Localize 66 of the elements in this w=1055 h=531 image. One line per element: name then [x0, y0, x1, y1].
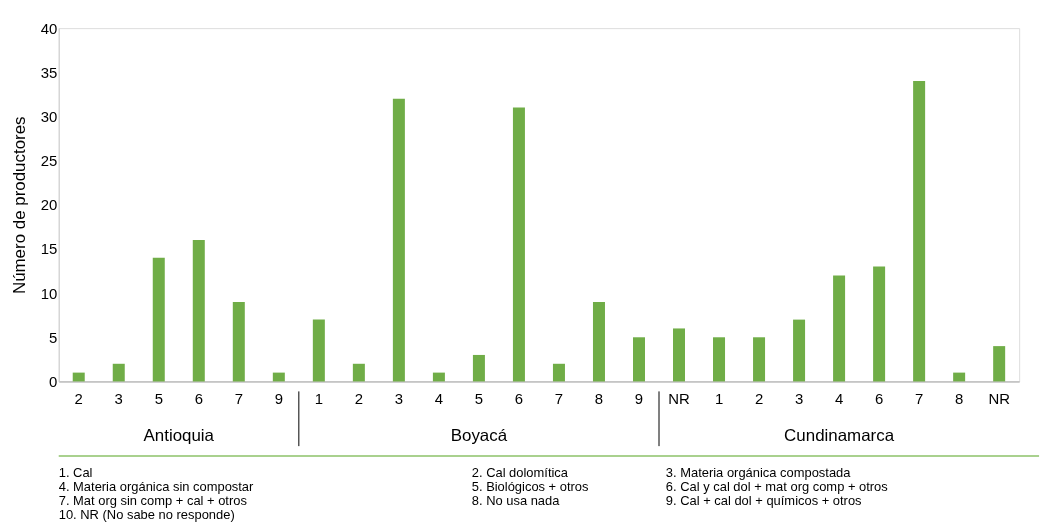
y-tick-label: 0 — [48, 372, 58, 390]
text: 2. Cal dolomítica — [471, 464, 569, 480]
bar — [432, 372, 445, 382]
y-tick-label: 10 — [40, 284, 58, 302]
y-tick-label: 30 — [40, 107, 58, 125]
x-tick-label: 2 — [754, 389, 764, 407]
bar — [753, 337, 766, 382]
bar — [232, 301, 245, 382]
bar — [793, 319, 806, 382]
bar — [392, 98, 405, 382]
bar — [913, 81, 926, 382]
x-tick-label: 6 — [874, 389, 884, 407]
x-tick-label: 9 — [274, 389, 283, 407]
x-tick-label: 4 — [834, 389, 844, 407]
x-tick-label: 1 — [314, 389, 323, 407]
bar — [592, 301, 605, 382]
bar — [833, 275, 846, 382]
bar — [112, 363, 125, 382]
text: 3. Materia orgánica compostada — [665, 464, 852, 480]
text: Cundinamarca — [784, 426, 895, 446]
text: 4. Materia orgánica sin compostar — [58, 478, 255, 494]
x-tick-label: 6 — [194, 389, 203, 407]
bar — [673, 328, 686, 382]
bar — [552, 363, 565, 382]
bar — [352, 363, 365, 382]
x-tick-label: 8 — [594, 389, 604, 407]
y-tick-label: 35 — [40, 63, 58, 81]
bar — [72, 372, 85, 382]
bar — [512, 107, 525, 382]
x-tick-label: 8 — [954, 389, 964, 407]
text: 5. Biológicos + otros — [471, 478, 589, 494]
x-tick-label: 3 — [114, 389, 123, 407]
bar — [272, 372, 285, 382]
x-tick-label: 3 — [794, 389, 804, 407]
x-tick-label: NR — [988, 389, 1011, 407]
x-tick-label: 3 — [394, 389, 404, 407]
bar — [713, 337, 726, 382]
x-tick-label: 5 — [154, 389, 163, 407]
x-tick-label: 7 — [914, 389, 924, 407]
bar — [472, 354, 485, 382]
x-tick-label: NR — [668, 389, 691, 407]
bar — [873, 266, 886, 382]
text: 1. Cal — [58, 464, 93, 480]
bar — [632, 337, 645, 382]
x-tick-label: 9 — [634, 389, 644, 407]
x-tick-label: 5 — [474, 389, 484, 407]
bar — [953, 372, 966, 382]
bar — [312, 319, 325, 382]
y-tick-label: 25 — [40, 152, 58, 170]
x-tick-label: 4 — [434, 389, 444, 407]
x-tick-label: 7 — [554, 389, 564, 407]
x-tick-label: 7 — [234, 389, 243, 407]
y-tick-label: 5 — [48, 328, 58, 346]
x-tick-label: 2 — [354, 389, 364, 407]
y-tick-label: 20 — [40, 196, 58, 214]
y-tick-label: 15 — [40, 240, 58, 258]
bar — [192, 240, 205, 382]
y-tick-label: 40 — [40, 19, 58, 37]
y-axis-title: Número de productores — [9, 116, 29, 295]
text: Antioquia — [143, 426, 215, 446]
bar — [152, 257, 165, 382]
bar — [993, 346, 1006, 382]
x-tick-label: 1 — [714, 389, 724, 407]
x-tick-label: 2 — [74, 389, 83, 407]
x-tick-label: 6 — [514, 389, 524, 407]
text: Boyacá — [450, 426, 508, 446]
